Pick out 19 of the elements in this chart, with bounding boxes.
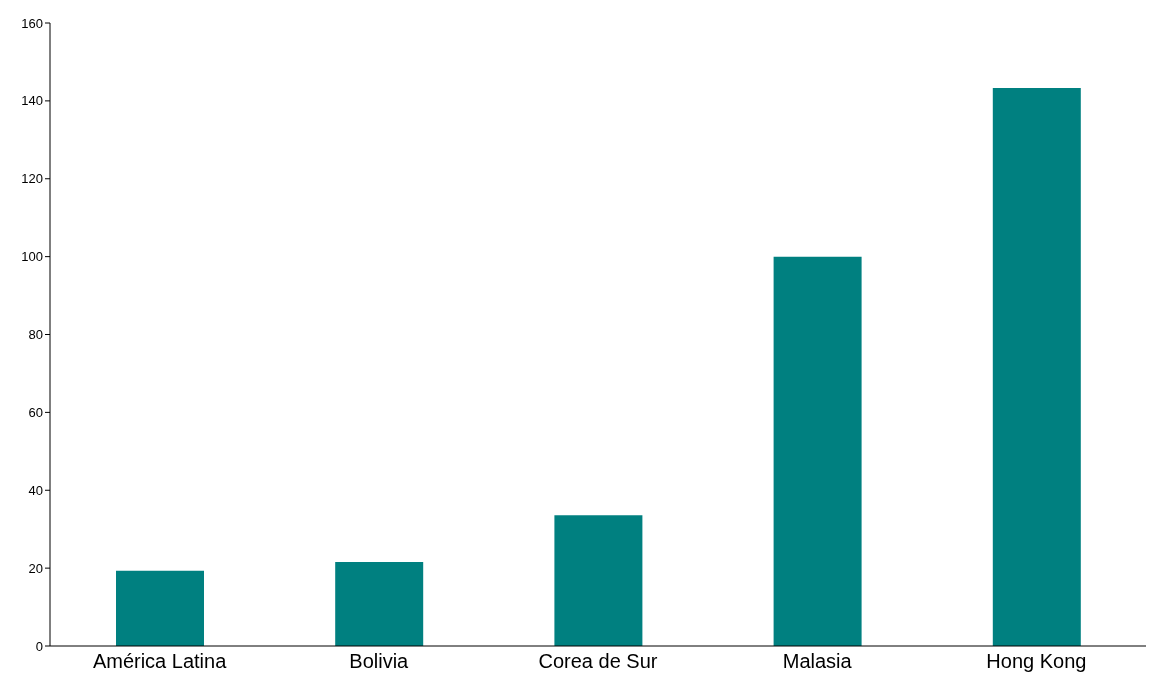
y-tick-label: 140 bbox=[21, 93, 43, 109]
y-tick-label: 160 bbox=[21, 15, 43, 31]
y-tick-label: 40 bbox=[28, 482, 43, 498]
bar bbox=[116, 570, 204, 646]
y-tick-label: 60 bbox=[28, 404, 43, 420]
bar bbox=[554, 515, 643, 646]
y-tick-label: 80 bbox=[28, 327, 43, 343]
x-tick-label: Corea de Sur bbox=[538, 650, 658, 673]
y-tick-label: 120 bbox=[21, 171, 43, 187]
bar bbox=[335, 561, 424, 646]
y-tick-label: 0 bbox=[35, 638, 43, 654]
y-tick-label: 20 bbox=[28, 560, 43, 576]
x-tick-label: América Latina bbox=[92, 650, 228, 673]
bar bbox=[773, 256, 862, 646]
x-tick-label: Hong Kong bbox=[986, 650, 1087, 673]
bar bbox=[992, 88, 1081, 646]
x-tick-label: Bolivia bbox=[349, 650, 410, 673]
y-tick-label: 100 bbox=[21, 249, 43, 265]
x-tick-label: Malasia bbox=[782, 650, 853, 673]
